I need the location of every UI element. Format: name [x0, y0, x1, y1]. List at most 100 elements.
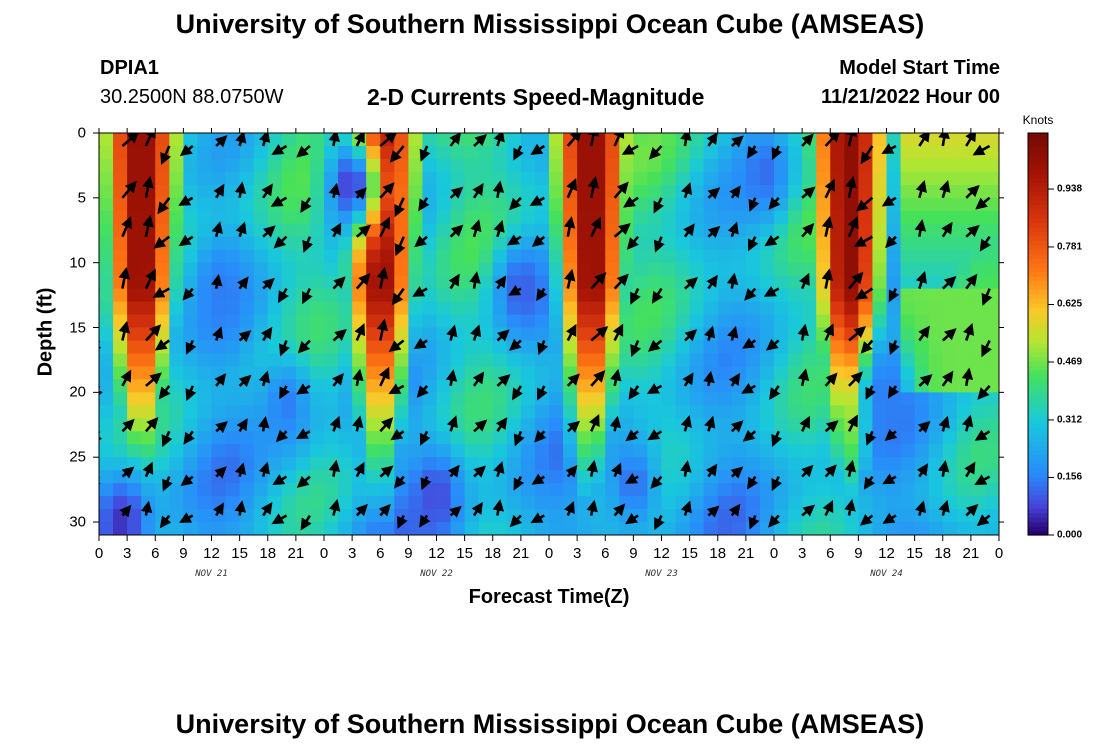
- heat-cell: [872, 223, 888, 238]
- heat-cell: [900, 210, 916, 225]
- heat-cell: [309, 418, 325, 432]
- heat-cell: [408, 314, 424, 329]
- x-tick-label: 0: [319, 545, 329, 562]
- heat-cell: [141, 509, 156, 523]
- heat-cell: [844, 288, 859, 303]
- heat-cell: [830, 327, 845, 342]
- heat-cell: [295, 133, 311, 147]
- heat-cell: [366, 275, 381, 290]
- heat-cell: [886, 392, 902, 406]
- heat-cell: [394, 171, 409, 186]
- heat-cell: [577, 509, 592, 523]
- heat-cell: [394, 223, 409, 238]
- heat-cell: [408, 171, 424, 186]
- heat-cell: [970, 262, 986, 277]
- heat-cell: [661, 470, 677, 484]
- heat-cell: [309, 197, 325, 212]
- heat-cell: [281, 457, 297, 471]
- current-arrow: [703, 325, 716, 341]
- heat-cell: [900, 470, 916, 484]
- x-tick-label: 3: [797, 545, 807, 562]
- model-start-label: Model Start Time: [839, 57, 1000, 79]
- heat-cell: [253, 496, 269, 510]
- colorbar-segment: [1028, 177, 1048, 183]
- heat-cell: [563, 522, 578, 535]
- heat-cell: [267, 249, 283, 264]
- heat-cell: [141, 392, 156, 406]
- heat-cell: [661, 314, 677, 329]
- heat-cell: [928, 457, 944, 471]
- heat-cell: [352, 288, 367, 303]
- heat-cell: [717, 327, 733, 342]
- heat-cell: [956, 158, 972, 173]
- heat-cell: [169, 262, 184, 277]
- heat-cell: [788, 418, 803, 432]
- heat-cell: [844, 509, 859, 523]
- heat-cell: [295, 405, 311, 419]
- heat-cell: [689, 262, 705, 277]
- heat-cell: [844, 340, 859, 355]
- heat-cell: [872, 483, 888, 497]
- heat-cell: [239, 522, 255, 535]
- heat-cell: [141, 353, 156, 368]
- heat-cell: [478, 262, 494, 277]
- heat-cell: [141, 301, 156, 316]
- heat-cell: [267, 340, 283, 355]
- heat-cell: [689, 522, 705, 535]
- heat-cell: [169, 379, 184, 393]
- heat-cell: [99, 145, 114, 160]
- x-tick-label: 21: [737, 545, 755, 562]
- current-arrow: [563, 500, 575, 517]
- heat-cell: [113, 145, 128, 160]
- heat-cell: [281, 496, 297, 510]
- heat-cell: [633, 184, 649, 199]
- heat-cell: [759, 262, 775, 277]
- heat-cell: [253, 340, 269, 355]
- heat-cell: [239, 379, 255, 393]
- heat-cell: [605, 314, 620, 329]
- heat-cell: [619, 457, 634, 471]
- current-arrow: [915, 270, 927, 290]
- current-arrow: [609, 415, 622, 432]
- heat-cell: [183, 314, 199, 329]
- heat-cell: [450, 431, 466, 445]
- heat-cell: [970, 379, 986, 393]
- heat-cell: [928, 275, 944, 290]
- heat-cell: [872, 262, 888, 277]
- heat-cell: [956, 522, 972, 535]
- colorbar-segment: [1028, 445, 1048, 451]
- current-arrow: [260, 501, 273, 517]
- heat-cell: [338, 353, 353, 368]
- heat-cell: [520, 223, 536, 238]
- colorbar-segment: [1028, 213, 1048, 219]
- y-tick-label: 30: [69, 513, 86, 531]
- heat-cell: [478, 236, 494, 251]
- heat-cell: [113, 340, 128, 355]
- current-arrow: [918, 133, 931, 147]
- heat-cell: [478, 522, 494, 535]
- current-arrow: [853, 235, 874, 247]
- heat-cell: [239, 249, 255, 264]
- heat-cell: [99, 327, 114, 342]
- heat-cell: [647, 522, 663, 535]
- current-arrow: [162, 476, 173, 492]
- heat-cell: [928, 392, 944, 406]
- heat-cell: [984, 158, 999, 173]
- current-arrow: [379, 182, 395, 199]
- heat-cell: [183, 522, 199, 535]
- colorbar-segment: [1028, 159, 1048, 165]
- heat-cell: [422, 210, 438, 225]
- heat-cell: [534, 158, 550, 173]
- heat-cell: [661, 171, 677, 186]
- current-arrow: [277, 287, 289, 304]
- current-arrow: [941, 370, 954, 387]
- heat-cell: [788, 301, 803, 316]
- heat-cell: [99, 496, 114, 510]
- heat-cell: [577, 496, 592, 510]
- heat-cell: [816, 314, 831, 329]
- heat-cell: [309, 470, 325, 484]
- heat-cell: [520, 210, 536, 225]
- heat-cell: [591, 509, 606, 523]
- heat-cell: [816, 145, 831, 160]
- current-arrow: [99, 340, 102, 355]
